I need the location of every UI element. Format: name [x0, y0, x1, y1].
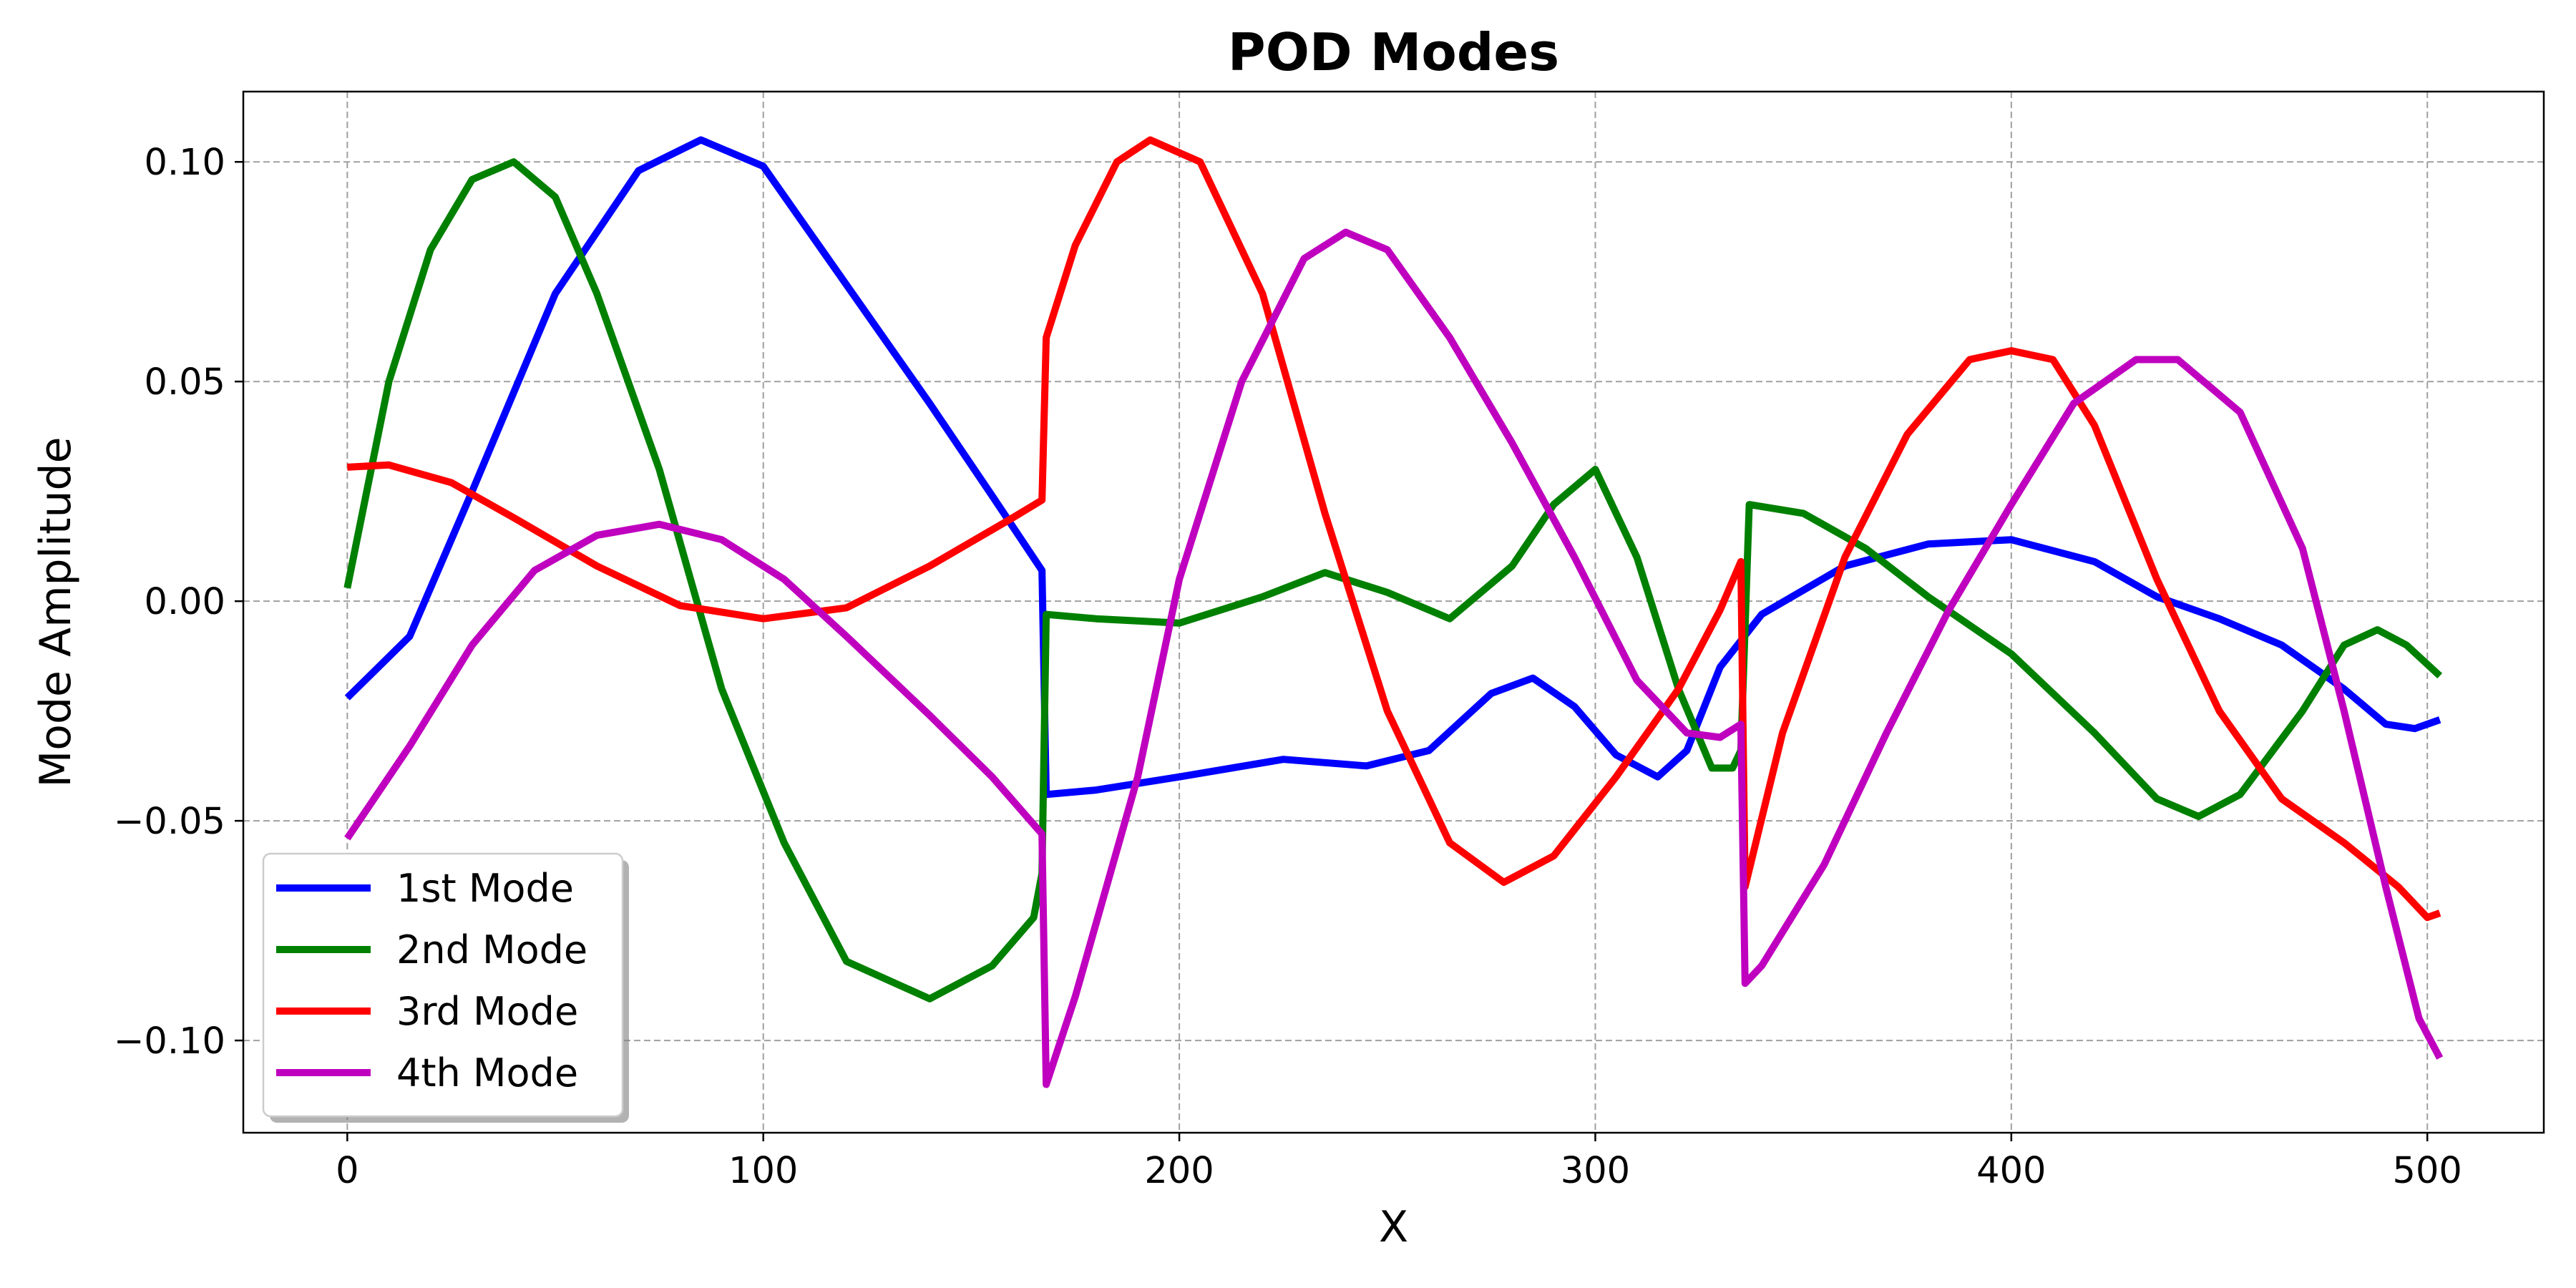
x-tick-label: 0 [336, 1150, 358, 1192]
x-tick-label: 400 [1976, 1150, 2046, 1192]
series-lines [343, 136, 2444, 1088]
x-tick-label: 200 [1144, 1150, 1214, 1192]
legend-label: 1st Mode [396, 866, 574, 911]
x-tick-label: 100 [728, 1150, 798, 1192]
y-tick-label: −0.05 [114, 801, 225, 843]
y-tick-label: 0.05 [144, 361, 225, 404]
legend-box [262, 852, 624, 1118]
x-tick-label: 300 [1561, 1150, 1630, 1192]
plot-frame [242, 90, 2545, 1134]
x-axis-label: X [1379, 1202, 1408, 1252]
x-tick-label: 500 [2393, 1150, 2462, 1192]
series-line-2 [343, 158, 2443, 1002]
axis-ticks: 0 100 200 300 400 500 −0.10 −0.05 0.00 0.05 0.10 [114, 142, 2462, 1192]
legend-label: 2nd Mode [396, 927, 587, 972]
y-tick-label: 0.00 [144, 581, 225, 623]
legend: 1st Mode 2nd Mode 3rd Mode 4th Mode [262, 852, 629, 1123]
y-tick-label: 0.10 [144, 142, 225, 184]
y-axis-label: Mode Amplitude [31, 436, 81, 787]
chart-title: POD Modes [1228, 22, 1559, 82]
series-line-4 [344, 228, 2444, 1088]
y-tick-label: −0.10 [114, 1020, 225, 1063]
legend-label: 3rd Mode [396, 989, 578, 1034]
legend-label: 4th Mode [396, 1050, 578, 1096]
